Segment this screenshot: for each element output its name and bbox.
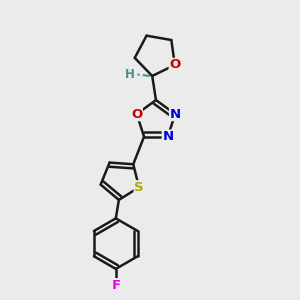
Text: N: N: [169, 107, 181, 121]
Text: O: O: [131, 107, 142, 121]
Text: N: N: [162, 130, 173, 143]
Text: H: H: [125, 68, 135, 81]
Text: O: O: [169, 58, 181, 71]
Text: F: F: [111, 279, 120, 292]
Text: S: S: [134, 181, 144, 194]
